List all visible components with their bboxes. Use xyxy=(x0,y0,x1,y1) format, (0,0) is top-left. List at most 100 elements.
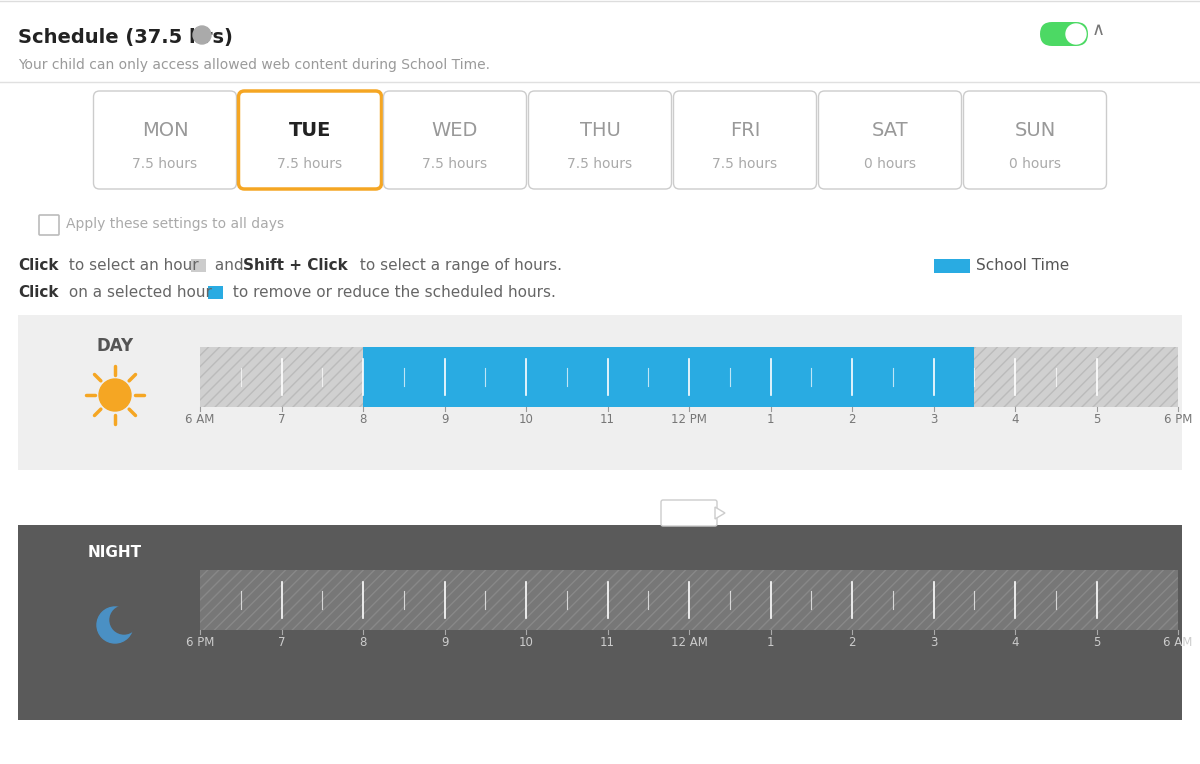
Text: to remove or reduce the scheduled hours.: to remove or reduce the scheduled hours. xyxy=(228,285,556,300)
Text: Click: Click xyxy=(18,258,59,273)
Text: 2: 2 xyxy=(848,636,856,649)
Bar xyxy=(770,347,852,407)
Text: THU: THU xyxy=(580,121,620,140)
Text: MON: MON xyxy=(142,121,188,140)
Bar xyxy=(200,570,282,630)
Text: 8: 8 xyxy=(359,413,367,426)
Text: 7.5 hours: 7.5 hours xyxy=(568,157,632,171)
Bar xyxy=(526,347,607,407)
Polygon shape xyxy=(715,507,725,519)
Text: 10: 10 xyxy=(518,636,534,649)
FancyBboxPatch shape xyxy=(673,91,816,189)
Bar xyxy=(364,347,444,407)
FancyBboxPatch shape xyxy=(661,500,718,526)
Text: 0 hours: 0 hours xyxy=(864,157,916,171)
Text: 11: 11 xyxy=(600,636,616,649)
Text: 1: 1 xyxy=(767,413,774,426)
Text: 4: 4 xyxy=(1012,413,1019,426)
Bar xyxy=(282,347,364,407)
Bar xyxy=(444,570,526,630)
Text: 7.5 hours: 7.5 hours xyxy=(132,157,198,171)
Text: 2: 2 xyxy=(848,413,856,426)
Text: DAY: DAY xyxy=(96,337,133,355)
Bar xyxy=(934,347,1015,407)
Text: 7.5 hours: 7.5 hours xyxy=(277,157,342,171)
Text: 9: 9 xyxy=(440,413,449,426)
Bar xyxy=(208,286,223,299)
Bar xyxy=(526,570,607,630)
Text: FRI: FRI xyxy=(730,121,760,140)
Text: to select a range of hours.: to select a range of hours. xyxy=(355,258,562,273)
FancyBboxPatch shape xyxy=(818,91,961,189)
Bar xyxy=(191,259,206,272)
Text: ?: ? xyxy=(199,30,205,40)
FancyBboxPatch shape xyxy=(384,91,527,189)
Text: 6 PM: 6 PM xyxy=(186,636,214,649)
Bar xyxy=(1097,570,1178,630)
Text: 0 hours: 0 hours xyxy=(1009,157,1061,171)
Text: 10: 10 xyxy=(518,413,534,426)
Text: Click: Click xyxy=(18,285,59,300)
Text: to select an hour: to select an hour xyxy=(64,258,199,273)
Bar xyxy=(18,315,1182,470)
FancyBboxPatch shape xyxy=(38,215,59,235)
Bar xyxy=(1097,347,1178,407)
Text: 12 PM: 12 PM xyxy=(671,413,707,426)
Text: Your child can only access allowed web content during School Time.: Your child can only access allowed web c… xyxy=(18,58,490,72)
Bar xyxy=(1015,570,1097,630)
Text: 5: 5 xyxy=(1093,636,1100,649)
FancyBboxPatch shape xyxy=(964,91,1106,189)
Text: 7.5 hours: 7.5 hours xyxy=(422,157,487,171)
Text: 6 AM: 6 AM xyxy=(185,413,215,426)
Circle shape xyxy=(110,606,138,634)
Circle shape xyxy=(97,607,133,643)
Text: WED: WED xyxy=(432,121,478,140)
FancyBboxPatch shape xyxy=(239,91,382,189)
Text: ∧: ∧ xyxy=(1092,21,1104,39)
Text: and: and xyxy=(210,258,248,273)
Text: 7: 7 xyxy=(277,413,286,426)
Bar xyxy=(934,259,970,273)
Circle shape xyxy=(1066,24,1086,44)
Bar xyxy=(200,347,282,407)
Text: TUE: TUE xyxy=(289,121,331,140)
Circle shape xyxy=(98,379,131,411)
Bar xyxy=(282,570,364,630)
Bar xyxy=(770,570,852,630)
Bar xyxy=(852,347,934,407)
Text: 9: 9 xyxy=(440,636,449,649)
Text: Schedule (37.5 hrs): Schedule (37.5 hrs) xyxy=(18,28,233,47)
Text: SAT: SAT xyxy=(871,121,908,140)
FancyBboxPatch shape xyxy=(528,91,672,189)
Circle shape xyxy=(193,26,211,44)
Text: SUN: SUN xyxy=(1014,121,1056,140)
Bar xyxy=(852,570,934,630)
Text: on a selected hour: on a selected hour xyxy=(64,285,212,300)
Bar xyxy=(934,347,974,407)
Text: 1: 1 xyxy=(767,636,774,649)
Bar xyxy=(1015,347,1097,407)
Bar xyxy=(607,347,689,407)
FancyBboxPatch shape xyxy=(1040,22,1088,46)
Text: 5: 5 xyxy=(1093,413,1100,426)
Bar xyxy=(689,347,770,407)
Text: 12 AM: 12 AM xyxy=(671,636,708,649)
Text: 6 AM: 6 AM xyxy=(1163,636,1193,649)
Text: WED: WED xyxy=(674,506,704,519)
Text: School Time: School Time xyxy=(976,258,1069,273)
Text: 11: 11 xyxy=(600,413,616,426)
Bar xyxy=(18,525,1182,720)
Text: 8: 8 xyxy=(359,636,367,649)
Bar xyxy=(934,570,1015,630)
Text: Shift + Click: Shift + Click xyxy=(242,258,348,273)
Text: NIGHT: NIGHT xyxy=(88,545,142,560)
Text: 3: 3 xyxy=(930,413,937,426)
Bar xyxy=(974,347,1015,407)
FancyBboxPatch shape xyxy=(94,91,236,189)
Text: 7: 7 xyxy=(277,636,286,649)
Text: 3: 3 xyxy=(930,636,937,649)
Bar xyxy=(364,570,444,630)
Bar xyxy=(607,570,689,630)
Bar xyxy=(444,347,526,407)
Text: 4: 4 xyxy=(1012,636,1019,649)
